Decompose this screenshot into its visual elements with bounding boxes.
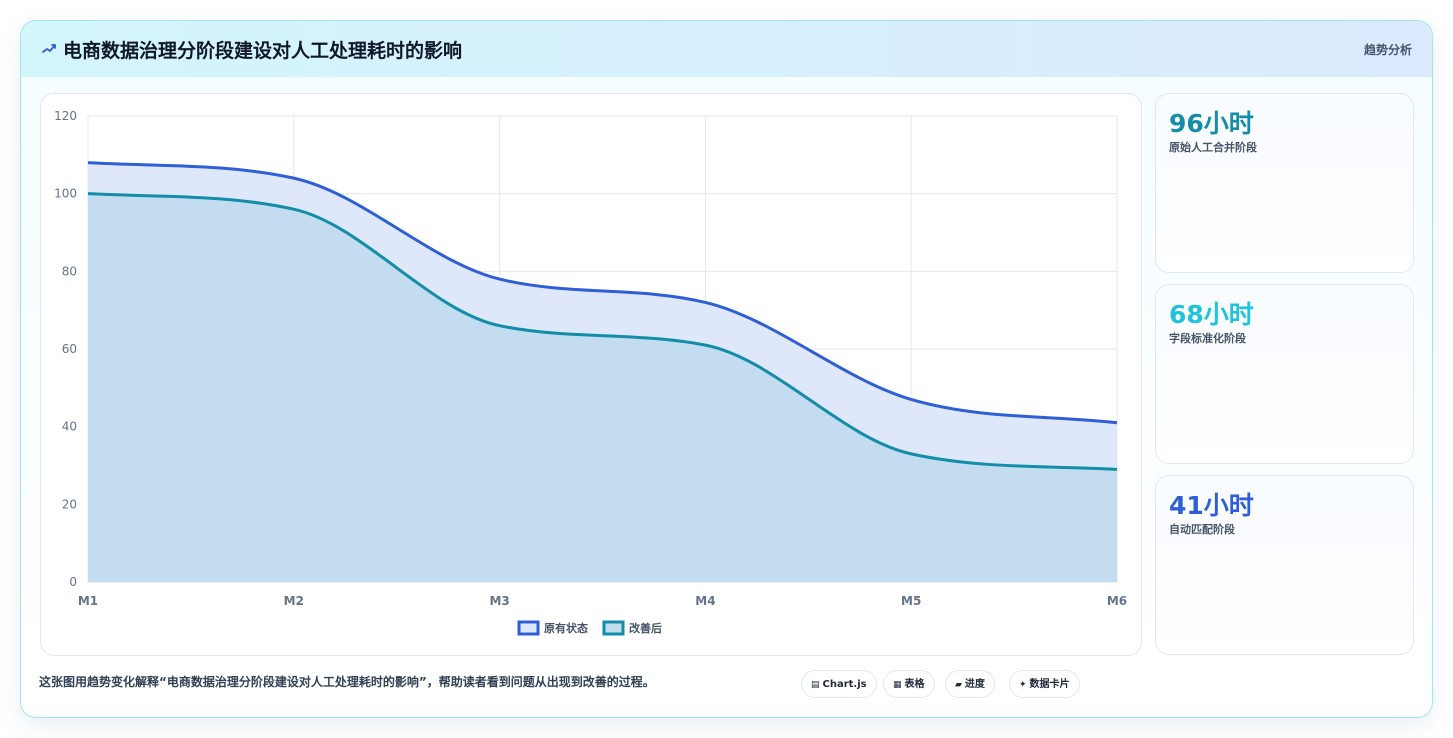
legend-swatch-2 (602, 620, 625, 636)
series-line-2 (87, 192, 1118, 471)
stat-label: 自动匹配阶段 (1169, 523, 1235, 536)
stat-card-1: 96小时 原始人工合并阶段 (1155, 93, 1414, 273)
x-tick-label: M3 (489, 594, 509, 608)
stat-value: 41小时 (1169, 491, 1254, 520)
chip-label: Chart.js (822, 679, 867, 690)
stat-value: 96小时 (1169, 109, 1254, 138)
x-tick-label: M5 (901, 594, 921, 608)
chip-label: 数据卡片 (1029, 679, 1070, 690)
table-icon: ▦ (893, 680, 902, 690)
series-line-1 (87, 161, 1118, 425)
y-tick-label: 60 (62, 342, 77, 356)
stat-label: 字段标准化阶段 (1169, 332, 1246, 345)
chart-panel: 0 20 40 60 80 100 120 M1 M2 M3 M4 M5 M6 原有状态 改善后 (40, 93, 1142, 656)
x-tick-label: M6 (1107, 594, 1127, 608)
y-tick-label: 100 (54, 187, 77, 201)
y-tick-label: 120 (54, 109, 77, 123)
stat-card-2: 68小时 字段标准化阶段 (1155, 284, 1414, 464)
card-header: 电商数据治理分阶段建设对人工处理耗时的影响 趋势分析 (21, 21, 1432, 77)
chart-trend-icon (42, 44, 56, 53)
chip-data-cards[interactable]: ✦ 数据卡片 (1009, 670, 1080, 698)
series-area-2 (88, 193, 1117, 582)
legend-label-1: 原有状态 (544, 621, 588, 635)
page-title: 电商数据治理分阶段建设对人工处理耗时的影响 (63, 40, 463, 62)
chip-chartjs[interactable]: ▤ Chart.js (801, 670, 877, 698)
y-tick-label: 40 (62, 420, 77, 434)
chip-label: 表格 (904, 679, 925, 690)
chip-progress[interactable]: ▰ 进度 (945, 670, 995, 698)
chip-label: 进度 (964, 679, 985, 690)
y-tick-label: 80 (62, 264, 77, 278)
progress-icon: ▰ (955, 680, 962, 690)
stat-value: 68小时 (1169, 300, 1254, 329)
main-card: 电商数据治理分阶段建设对人工处理耗时的影响 趋势分析 0 20 40 60 80 100 1… (20, 20, 1433, 718)
header-tag: 趋势分析 (1363, 43, 1412, 57)
sparkle-icon: ✦ (1019, 680, 1027, 690)
x-tick-label: M1 (78, 594, 98, 608)
stat-card-3: 41小时 自动匹配阶段 (1155, 475, 1414, 655)
y-tick-label: 0 (69, 575, 77, 589)
legend-label-2: 改善后 (629, 621, 662, 635)
y-tick-label: 20 (62, 497, 77, 511)
area-chart: 0 20 40 60 80 100 120 M1 M2 M3 M4 M5 M6 原有状态 改善后 (54, 109, 1127, 636)
stat-label: 原始人工合并阶段 (1169, 141, 1257, 154)
chart-description: 这张图用趋势变化解释“电商数据治理分阶段建设对人工处理耗时的影响”，帮助读者看到… (39, 675, 655, 689)
x-tick-label: M4 (695, 594, 715, 608)
x-tick-label: M2 (284, 594, 304, 608)
chip-table[interactable]: ▦ 表格 (883, 670, 935, 698)
legend-swatch-1 (517, 620, 540, 636)
chart-icon: ▤ (811, 680, 820, 690)
